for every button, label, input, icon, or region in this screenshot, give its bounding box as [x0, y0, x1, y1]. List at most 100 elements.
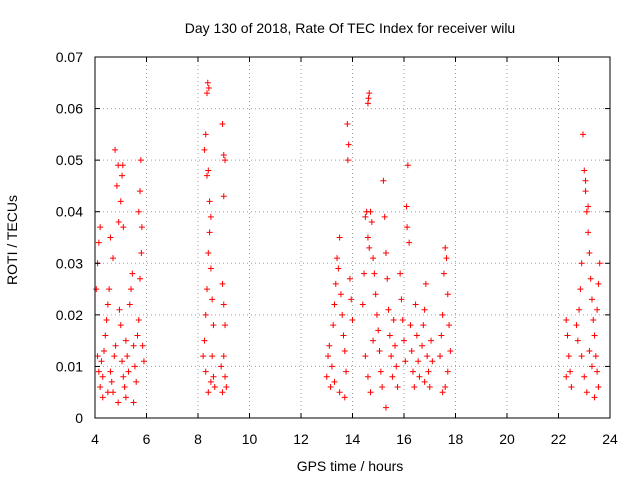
data-point	[583, 389, 590, 396]
data-point	[135, 317, 142, 324]
x-tick-label: 4	[91, 431, 99, 447]
data-point	[126, 301, 133, 308]
data-point	[219, 389, 226, 396]
x-tick-label: 20	[499, 431, 515, 447]
data-point	[348, 296, 355, 303]
y-tick-label: 0.05	[56, 152, 83, 168]
data-point	[139, 342, 146, 349]
data-point	[389, 373, 396, 380]
data-point	[202, 311, 209, 318]
data-point	[576, 306, 583, 313]
data-point	[202, 368, 209, 375]
data-point	[421, 306, 428, 313]
data-point	[209, 296, 216, 303]
data-point	[578, 260, 585, 267]
data-point	[447, 347, 454, 354]
data-point	[112, 146, 119, 153]
data-point	[370, 337, 377, 344]
data-point	[585, 229, 592, 236]
data-point	[577, 286, 584, 293]
data-point	[113, 182, 120, 189]
data-point	[439, 311, 446, 318]
data-point	[117, 322, 124, 329]
data-point	[201, 337, 208, 344]
data-point	[344, 121, 351, 128]
data-point	[381, 213, 388, 220]
data-point	[372, 291, 379, 298]
data-point	[210, 373, 217, 380]
data-point	[588, 296, 595, 303]
data-point	[117, 198, 124, 205]
data-point	[424, 353, 431, 360]
data-point	[124, 353, 131, 360]
data-point	[582, 177, 589, 184]
data-point	[119, 162, 126, 169]
x-tick-label: 16	[396, 431, 412, 447]
data-point	[406, 239, 413, 246]
data-point	[138, 224, 145, 231]
data-point	[99, 394, 106, 401]
data-point	[325, 353, 332, 360]
data-point	[343, 368, 350, 375]
data-point	[382, 404, 389, 411]
data-point	[95, 368, 102, 375]
data-point	[327, 384, 334, 391]
data-point	[416, 373, 423, 380]
data-point	[116, 306, 123, 313]
data-point	[385, 306, 392, 313]
data-point	[410, 368, 417, 375]
x-tick-label: 12	[293, 431, 309, 447]
data-point	[419, 342, 426, 349]
data-point	[371, 270, 378, 277]
data-point	[223, 384, 230, 391]
data-point	[119, 358, 126, 365]
data-point	[340, 332, 347, 339]
axes: 4 6 8 10 12 14 16 18 20 22 24 0 0.01 0.02 0.03 0.04 0.05…	[56, 49, 618, 447]
data-point	[591, 394, 598, 401]
data-point	[426, 384, 433, 391]
data-point	[131, 363, 138, 370]
data-point	[222, 373, 229, 380]
x-tick-label: 14	[345, 431, 361, 447]
data-point	[582, 188, 589, 195]
data-point	[104, 389, 111, 396]
data-point	[330, 322, 337, 329]
data-point	[586, 249, 593, 256]
x-tick-label: 6	[143, 431, 151, 447]
data-point	[422, 280, 429, 287]
data-point	[398, 296, 405, 303]
data-point	[373, 311, 380, 318]
data-point	[588, 363, 595, 370]
data-point	[442, 244, 449, 251]
data-point	[365, 95, 372, 102]
data-point	[140, 358, 147, 365]
data-point	[328, 363, 335, 370]
data-point	[344, 157, 351, 164]
data-point	[349, 317, 356, 324]
data-point	[421, 378, 428, 385]
grid-lines	[94, 56, 611, 419]
data-point	[97, 384, 104, 391]
data-point	[95, 239, 102, 246]
data-point	[129, 270, 136, 277]
data-point	[346, 275, 353, 282]
data-point	[362, 353, 369, 360]
y-axis-label: ROTI / TECUs	[4, 195, 20, 285]
data-point	[384, 275, 391, 282]
data-point	[222, 157, 229, 164]
data-point	[122, 394, 129, 401]
data-point	[115, 399, 122, 406]
data-point	[376, 347, 383, 354]
data-point	[595, 384, 602, 391]
data-point	[120, 224, 127, 231]
data-point	[364, 100, 371, 107]
data-point	[444, 368, 451, 375]
x-axis-label: GPS time / hours	[297, 458, 404, 474]
data-point	[586, 347, 593, 354]
data-point	[563, 317, 570, 324]
data-point	[204, 286, 211, 293]
data-point	[204, 172, 211, 179]
data-point	[591, 332, 598, 339]
data-point	[594, 368, 601, 375]
data-point	[362, 213, 369, 220]
